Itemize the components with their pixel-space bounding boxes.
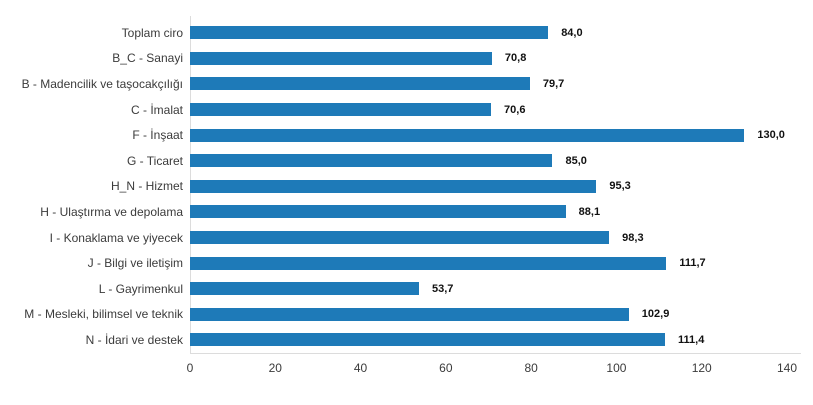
value-label: 98,3 <box>622 231 644 244</box>
bar[interactable] <box>190 128 745 142</box>
x-axis-tick-label: 20 <box>268 361 282 375</box>
chart-row: H - Ulaştırma ve depolama 88,1 <box>0 199 813 225</box>
bar[interactable] <box>190 231 610 245</box>
value-label: 111,4 <box>678 333 705 346</box>
chart-row: B - Madencilik ve taşocakçılığı 79,7 <box>0 71 813 97</box>
value-label: 85,0 <box>565 154 587 167</box>
category-label: B - Madencilik ve taşocakçılığı <box>21 76 183 91</box>
chart-row: B_C - Sanayi 70,8 <box>0 46 813 72</box>
category-label: J - Bilgi ve iletişim <box>87 256 183 271</box>
value-label: 70,8 <box>504 52 527 65</box>
chart-row: G - Ticaret 85,0 <box>0 148 813 174</box>
chart-row: F - İnşaat 130,0 <box>0 122 813 148</box>
chart-row: C - İmalat 70,6 <box>0 97 813 123</box>
chart-row: J - Bilgi ve iletişim 111,7 <box>0 250 813 276</box>
x-axis-tick-label: 40 <box>353 361 368 375</box>
category-label: H_N - Hizmet <box>110 179 183 194</box>
chart-row: L - Gayrimenkul 53,7 <box>0 276 813 302</box>
x-axis-tick-label: 140 <box>776 361 798 375</box>
category-label: Toplam ciro <box>121 25 183 40</box>
category-label: N - İdari ve destek <box>85 332 183 347</box>
value-label: 95,3 <box>609 180 631 193</box>
value-label: 79,7 <box>542 77 565 90</box>
bar[interactable] <box>190 77 530 91</box>
bar[interactable] <box>190 103 492 117</box>
value-label: 53,7 <box>431 282 454 295</box>
chart-row: M - Mesleki, bilimsel ve teknik 102,9 <box>0 302 813 328</box>
chart-row: N - İdari ve destek 111,4 <box>0 327 813 353</box>
x-axis-tick-label: 60 <box>439 361 453 375</box>
x-axis-line <box>190 353 801 354</box>
bar[interactable] <box>190 179 597 193</box>
bar[interactable] <box>190 256 667 270</box>
value-label: 70,6 <box>504 103 526 116</box>
x-axis-tick-label: 0 <box>186 361 194 375</box>
value-label: 111,7 <box>679 257 706 270</box>
category-label: M - Mesleki, bilimsel ve teknik <box>24 307 183 322</box>
chart-row: I - Konaklama ve yiyecek 98,3 <box>0 225 813 251</box>
bar[interactable] <box>190 154 553 168</box>
x-axis-tick-label: 80 <box>524 361 538 375</box>
bar[interactable] <box>190 282 419 296</box>
category-label: G - Ticaret <box>126 153 183 168</box>
value-label: 130,0 <box>757 129 785 142</box>
value-label: 102,9 <box>641 308 670 321</box>
bar[interactable] <box>190 307 629 321</box>
x-axis-tick-label: 120 <box>691 361 712 375</box>
bar[interactable] <box>190 26 549 40</box>
x-axis-tick-label: 100 <box>606 361 627 375</box>
category-label: I - Konaklama ve yiyecek <box>49 230 183 245</box>
value-label: 88,1 <box>578 205 601 218</box>
chart-row: H_N - Hizmet 95,3 <box>0 174 813 200</box>
category-label: L - Gayrimenkul <box>98 281 183 296</box>
bar[interactable] <box>190 333 666 347</box>
bar[interactable] <box>190 205 566 219</box>
category-label: H - Ulaştırma ve depolama <box>40 204 183 219</box>
value-label: 84,0 <box>561 26 583 39</box>
chart-row: Toplam ciro 84,0 <box>0 20 813 46</box>
category-label: B_C - Sanayi <box>112 51 183 66</box>
category-label: F - İnşaat <box>132 128 183 143</box>
bar[interactable] <box>190 51 492 65</box>
category-label: C - İmalat <box>130 102 183 117</box>
